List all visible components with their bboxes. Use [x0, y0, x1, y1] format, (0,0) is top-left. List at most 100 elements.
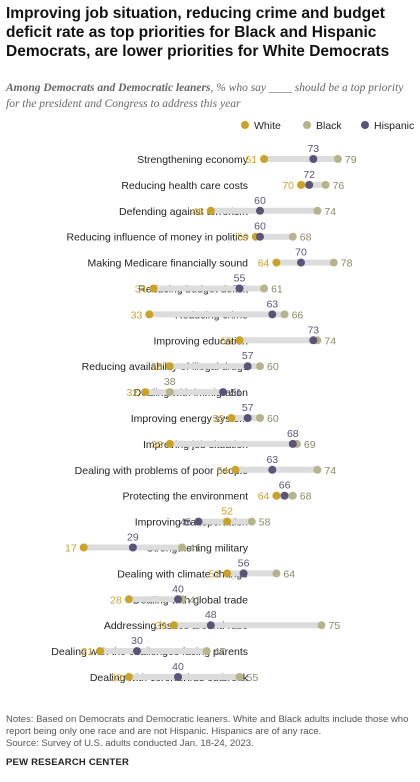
- dot-hispanic: [128, 543, 137, 552]
- data-label-hispanic: 45: [180, 517, 192, 529]
- data-label-black: 47: [214, 646, 226, 658]
- data-label-black: 76: [333, 180, 345, 192]
- dot-white: [272, 258, 281, 267]
- dot-white: [223, 517, 232, 526]
- data-label-white: 54: [217, 465, 229, 477]
- category-label: Reducing health care costs: [121, 180, 248, 192]
- data-label-black: 41: [189, 543, 201, 555]
- dot-black: [178, 543, 187, 552]
- dot-white: [124, 673, 133, 681]
- dot-white: [235, 336, 244, 345]
- data-label-hispanic: 40: [172, 661, 184, 673]
- data-label-black: 78: [341, 258, 353, 270]
- dot-hispanic: [174, 673, 182, 681]
- data-label-hispanic: 68: [287, 428, 299, 440]
- data-label-hispanic: 57: [242, 350, 254, 362]
- subtitle-rest: , % who say ____ should be a top priorit…: [6, 82, 404, 110]
- category-label: Protecting the environment: [123, 491, 249, 503]
- data-label-black: 64: [283, 568, 295, 580]
- data-label-black: 60: [267, 413, 279, 425]
- data-label-black: 74: [324, 335, 336, 347]
- dot-hispanic: [235, 284, 244, 293]
- data-label-white: 32: [127, 387, 139, 399]
- dot-black: [333, 155, 342, 163]
- category-label: Strengthening economy: [137, 154, 249, 166]
- dot-black: [165, 388, 174, 397]
- data-label-white: 55: [221, 335, 233, 347]
- dot-hispanic: [309, 155, 318, 163]
- dot-black: [256, 362, 264, 371]
- data-label-hispanic: 63: [266, 298, 278, 310]
- dot-hispanic: [305, 180, 314, 189]
- data-label-hispanic: 30: [131, 635, 143, 647]
- data-label-black: 68: [300, 491, 312, 503]
- legend-label-black: Black: [316, 120, 342, 132]
- data-label-hispanic: 73: [307, 324, 319, 336]
- pew-footer-logo-text: PEW RESEARCH CENTER: [6, 757, 130, 768]
- data-label-hispanic: 60: [254, 195, 266, 207]
- data-label-black: 74: [324, 465, 336, 477]
- data-label-white: 48: [192, 206, 204, 218]
- category-label: Making Medicare financially sound: [88, 258, 249, 270]
- dot-hispanic: [268, 310, 277, 319]
- data-label-white: 21: [81, 646, 93, 658]
- chart-notes: Notes: Based on Democrats and Democratic…: [6, 714, 418, 750]
- data-label-hispanic: 40: [172, 583, 184, 595]
- dot-hispanic: [256, 206, 264, 215]
- dot-white: [206, 206, 215, 215]
- dot-hispanic: [219, 388, 228, 397]
- data-label-hispanic: 70: [295, 247, 307, 259]
- legend-marker-hispanic: [361, 121, 369, 129]
- chart-title: Improving job situation, reducing crime …: [6, 5, 390, 60]
- data-label-white: 17: [65, 543, 77, 555]
- dot-hispanic: [174, 595, 182, 604]
- dot-black: [272, 569, 281, 578]
- dot-black: [280, 310, 289, 319]
- data-label-hispanic: 63: [266, 454, 278, 466]
- data-label-white: 53: [213, 413, 225, 425]
- category-label: Improving energy system: [131, 413, 249, 425]
- legend-label-white: White: [254, 120, 281, 132]
- data-label-white: 64: [258, 491, 270, 503]
- data-label-black: 66: [292, 309, 304, 321]
- dot-white: [223, 569, 232, 578]
- data-label-white: 38: [151, 361, 163, 373]
- data-label-hispanic: 48: [205, 609, 217, 621]
- source-text: Source: Survey of U.S. adults conducted …: [6, 738, 254, 749]
- dot-white: [124, 595, 133, 604]
- dot-white: [297, 180, 305, 189]
- data-label-black: 79: [345, 154, 357, 166]
- dot-white: [96, 647, 105, 656]
- data-label-hispanic: 60: [254, 221, 266, 233]
- dot-white: [260, 155, 269, 163]
- dot-hispanic: [243, 362, 252, 371]
- data-label-white: 33: [131, 309, 143, 321]
- dot-hispanic: [239, 569, 248, 578]
- legend-marker-white: [241, 121, 249, 129]
- dot-hispanic: [280, 491, 289, 500]
- dot-hispanic: [206, 621, 215, 630]
- dot-hispanic: [268, 465, 277, 474]
- dot-black: [288, 491, 297, 500]
- data-label-black: 60: [267, 361, 279, 373]
- legend-marker-black: [303, 121, 311, 129]
- category-label: Dealing with problems of poor people: [75, 465, 249, 477]
- data-label-white: 52: [209, 568, 221, 580]
- dot-white: [145, 310, 154, 319]
- data-label-hispanic: 66: [279, 480, 291, 492]
- dot-black: [313, 465, 322, 474]
- data-label-white: 64: [258, 258, 270, 270]
- dot-black: [247, 517, 256, 526]
- data-label-white: 59: [237, 232, 249, 244]
- dot-hispanic: [256, 232, 264, 241]
- legend-label-hispanic: Hispanic: [374, 120, 414, 132]
- category-label: Dealing with climate change: [117, 568, 248, 580]
- data-label-hispanic: 29: [127, 532, 139, 544]
- dot-hispanic: [288, 439, 297, 448]
- data-label-white: 28: [110, 672, 122, 684]
- dot-hispanic: [309, 336, 318, 345]
- data-label-white: 70: [282, 180, 294, 192]
- dot-white: [79, 543, 88, 552]
- data-label-white: 61: [245, 154, 257, 166]
